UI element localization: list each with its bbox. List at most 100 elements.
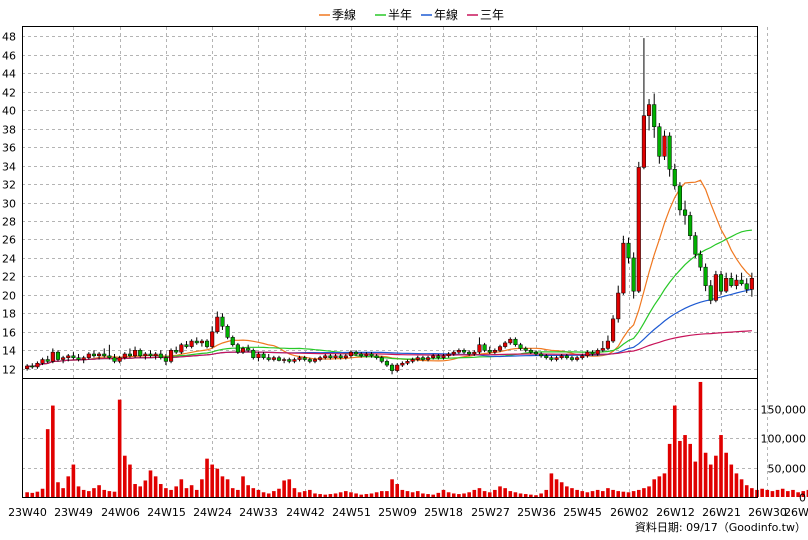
candle-body — [724, 277, 729, 292]
candle-body — [307, 359, 312, 362]
x-tick-label: 24W15 — [147, 506, 186, 519]
candle-body — [276, 357, 282, 361]
volume-bar — [318, 494, 322, 497]
volume-bar — [308, 489, 312, 497]
volume-tick-label: 50,000 — [768, 463, 807, 476]
volume-bar — [92, 488, 96, 497]
price-grid — [22, 27, 768, 497]
volume-bar — [390, 479, 394, 497]
price-tick-label: 18 — [2, 308, 16, 321]
candle-body — [246, 348, 251, 351]
x-tick-label: 25W27 — [471, 506, 510, 519]
candle-body — [420, 357, 425, 360]
price-tick-label: 44 — [2, 68, 16, 81]
price-tick-label: 20 — [2, 290, 16, 303]
candle-body — [153, 353, 158, 357]
candle-body — [682, 209, 688, 216]
volume-bar — [508, 491, 513, 497]
candle-body — [713, 274, 718, 301]
price-tick-label: 26 — [2, 234, 16, 247]
price-tick-label: 14 — [2, 345, 16, 358]
x-tick-label: 26W38 — [784, 506, 808, 519]
candle-body — [91, 353, 97, 357]
volume-bar — [292, 488, 297, 497]
volume-bar — [117, 399, 122, 497]
volume-bar — [529, 494, 533, 497]
volume-bar — [451, 493, 456, 497]
price-tick-label: 36 — [2, 142, 16, 155]
volume-bar — [493, 489, 497, 497]
candle-body — [379, 357, 384, 362]
x-tick-label: 24W42 — [286, 506, 325, 519]
candle-body — [477, 344, 482, 353]
candle-body — [523, 348, 528, 351]
x-tick-label: 24W33 — [239, 506, 278, 519]
candle-body — [210, 331, 215, 347]
candle-body — [749, 277, 754, 290]
volume-bar — [302, 491, 307, 497]
x-axis-ticks: 23W40 23W49 24W06 24W15 24W24 24W33 24W42 24W51… — [8, 506, 808, 519]
candle-body — [251, 350, 256, 358]
volume-bar — [220, 476, 225, 497]
volume-bar — [744, 485, 749, 497]
candle-body — [354, 351, 359, 355]
candle-body — [390, 364, 395, 371]
candle-body — [647, 104, 652, 116]
candle-body — [718, 274, 724, 292]
moving-average-lines — [27, 179, 753, 368]
legend-label: 半年 — [388, 8, 412, 22]
candle-body — [81, 357, 86, 360]
volume-bar — [621, 491, 626, 497]
chart-legend: 季線 半年 年線 三年 — [319, 7, 504, 22]
volume-bar — [277, 488, 281, 497]
volume-bar — [523, 494, 528, 497]
volume-bar — [230, 488, 235, 497]
volume-bar — [657, 476, 662, 497]
candle-body — [641, 115, 646, 168]
volume-bar — [164, 488, 168, 497]
volume-bar — [385, 491, 389, 497]
candle-body — [621, 242, 626, 294]
volume-bar — [344, 491, 348, 497]
candle-body — [297, 357, 302, 360]
volume-bar — [647, 486, 651, 497]
x-tick-label: 23W49 — [54, 506, 93, 519]
candle-body — [405, 361, 410, 364]
candle-body — [677, 185, 682, 211]
candle-body — [580, 355, 585, 358]
price-tick-label: 34 — [2, 161, 16, 174]
price-tick-label: 16 — [2, 327, 16, 340]
candle-body — [107, 355, 112, 358]
x-tick-label: 25W18 — [424, 506, 463, 519]
volume-bar — [359, 494, 364, 497]
candle-body — [528, 350, 533, 353]
candle-body — [333, 355, 338, 358]
price-tick-label: 46 — [2, 50, 16, 63]
volume-bar — [421, 493, 425, 497]
candle-body — [220, 316, 225, 327]
x-tick-label: 25W45 — [563, 506, 602, 519]
volume-bar — [143, 480, 148, 497]
candle-body — [693, 235, 698, 255]
volume-bar — [215, 468, 220, 497]
volume-bar — [806, 489, 808, 497]
candle-body — [40, 359, 45, 364]
candle-body — [595, 350, 600, 355]
candle-body — [744, 283, 749, 290]
volume-bar — [45, 429, 50, 497]
volume-bar — [40, 488, 45, 497]
candle-body — [35, 362, 40, 368]
candle-body — [66, 355, 71, 358]
candle-body — [287, 359, 292, 362]
volume-bar — [333, 493, 338, 497]
candle-body — [503, 342, 508, 347]
candle-body — [400, 362, 405, 366]
volume-bar — [708, 464, 713, 497]
legend-label: 季線 — [332, 7, 356, 22]
volume-tick-label: 0 — [799, 492, 806, 505]
volume-bars — [25, 381, 808, 497]
volume-bar — [626, 492, 631, 497]
volume-bar — [662, 473, 667, 497]
volume-bar — [76, 486, 81, 497]
candle-body — [292, 359, 297, 362]
